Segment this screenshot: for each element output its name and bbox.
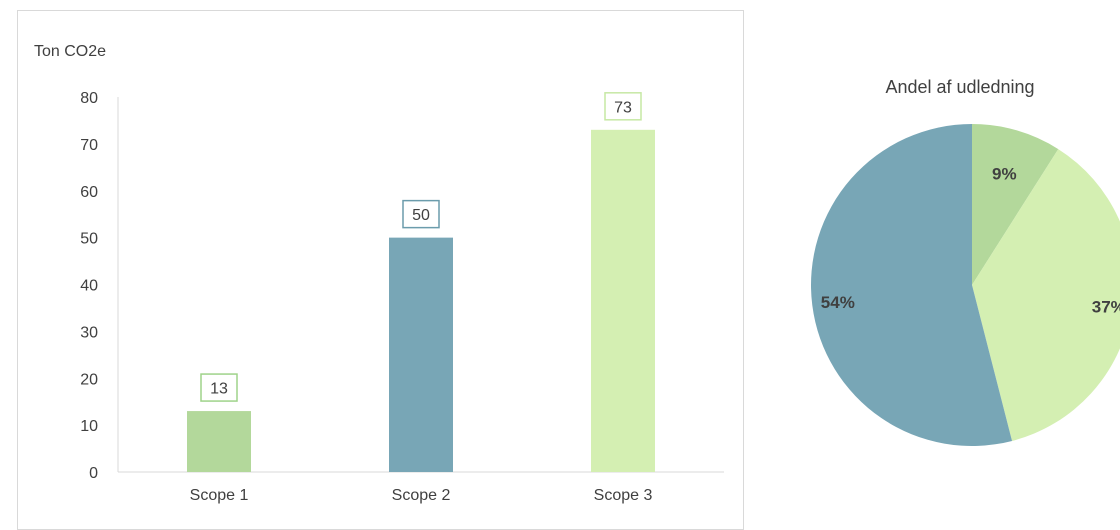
pie-title: Andel af udledning [885,77,1034,97]
y-tick-label: 80 [80,90,98,107]
y-tick-label: 60 [80,184,98,201]
y-tick-label: 70 [80,137,98,154]
y-tick-label: 30 [80,324,98,341]
pie-data-label: 37% [1092,298,1120,317]
x-tick-labels: Scope 1 Scope 2 Scope 3 [190,487,653,504]
bar-1 [187,411,251,472]
bar-data-label-box [604,92,642,121]
pie-data-label: 54% [821,293,855,312]
bars [187,129,655,472]
pie-data-labels: 9% 37% 54% [821,165,1120,317]
y-tick-label: 0 [89,465,98,482]
y-tick-labels: 0 10 20 30 40 50 60 70 80 [80,90,98,482]
y-axis-title: Ton CO2e [34,43,106,60]
y-tick-label: 40 [80,278,98,295]
pie-chart: Andel af udledning 9% 37% 54% [811,77,1120,446]
bar-data-labels: 13 50 73 [200,92,642,402]
pie-slice-3 [811,124,1013,446]
pie-slice-1 [972,124,1059,285]
x-tick-label: Scope 3 [594,487,653,504]
bar-chart: Ton CO2e 0 10 20 30 40 50 60 70 80 13 50 73 Scope … [34,43,724,504]
y-tick-label: 50 [80,231,98,248]
y-tick-label: 10 [80,418,98,435]
bar-data-label: 50 [412,207,430,224]
bar-data-label: 73 [614,99,632,116]
pie-slice-2 [972,149,1120,441]
chart-canvas: Ton CO2e 0 10 20 30 40 50 60 70 80 13 50 73 Scope … [34,43,1120,504]
bar-data-label: 13 [210,381,228,398]
pie-slices [811,124,1120,446]
pie-data-label: 9% [992,165,1017,184]
x-tick-label: Scope 1 [190,487,249,504]
bar-data-label-box [200,373,238,402]
bar-2 [389,237,453,472]
y-tick-label: 20 [80,371,98,388]
x-tick-label: Scope 2 [392,487,451,504]
bar-3 [591,129,655,472]
bar-data-label-box [402,199,440,229]
chart-stage: Ton CO2e 0 10 20 30 40 50 60 70 80 13 50 73 Scope … [17,10,1120,530]
